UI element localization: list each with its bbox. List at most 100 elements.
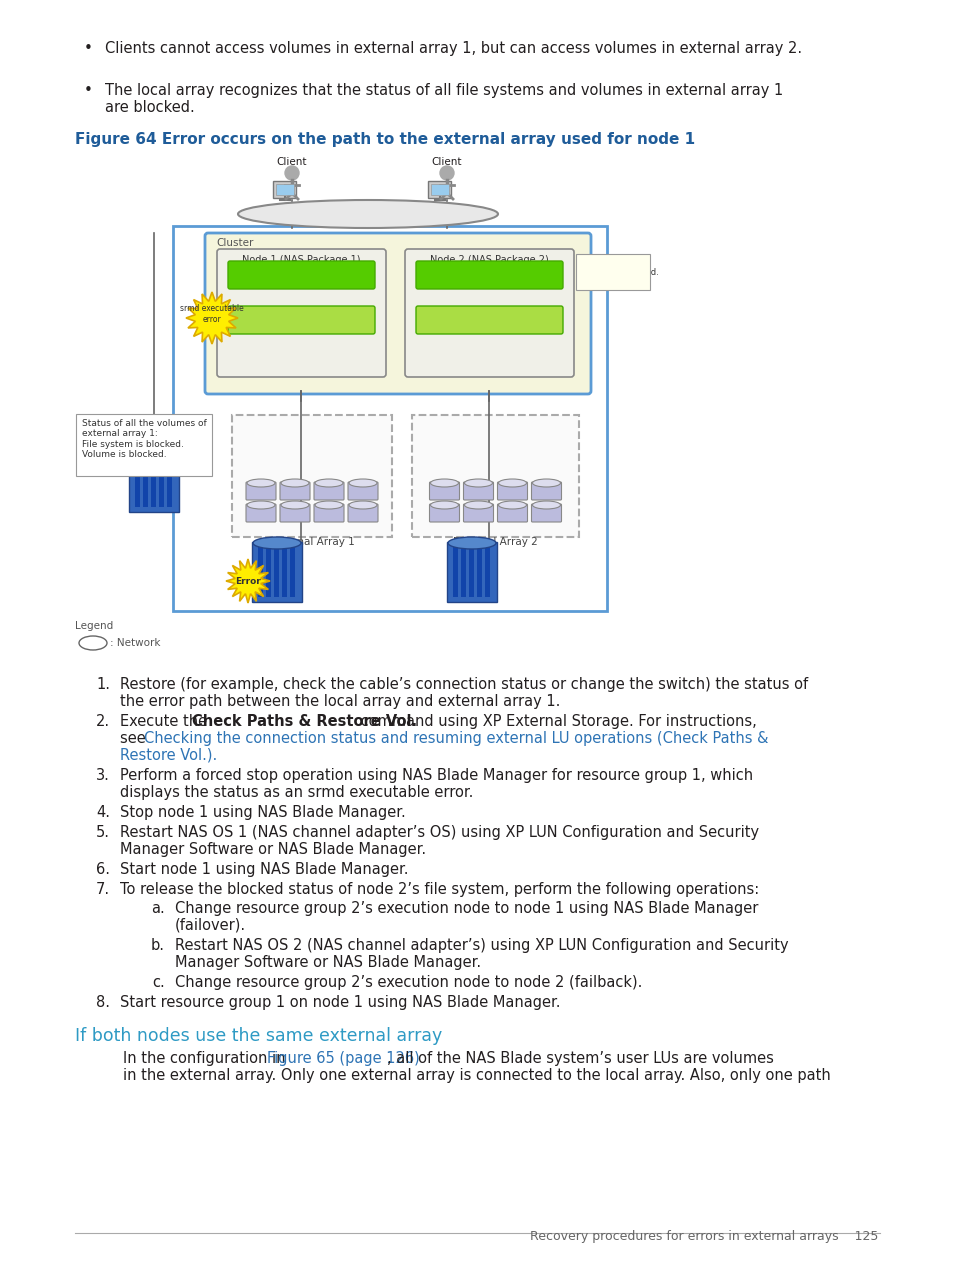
Ellipse shape: [247, 479, 274, 487]
FancyBboxPatch shape: [246, 482, 275, 500]
Text: •: •: [84, 41, 92, 56]
Ellipse shape: [314, 479, 343, 487]
Text: •: •: [84, 83, 92, 98]
FancyBboxPatch shape: [129, 452, 179, 512]
FancyBboxPatch shape: [280, 505, 310, 522]
Text: Status of the file
system is blocked.: Status of the file system is blocked.: [580, 258, 659, 277]
FancyBboxPatch shape: [348, 505, 377, 522]
Text: Client: Client: [432, 158, 462, 167]
FancyBboxPatch shape: [232, 416, 392, 538]
Text: If both nodes use the same external array: If both nodes use the same external arra…: [75, 1027, 442, 1045]
Ellipse shape: [430, 479, 458, 487]
Ellipse shape: [448, 538, 496, 549]
Text: Start node 1 using NAS Blade Manager.: Start node 1 using NAS Blade Manager.: [120, 862, 408, 877]
Polygon shape: [226, 559, 270, 602]
Bar: [476, 547, 481, 597]
Text: Check Paths & Restore Vol.: Check Paths & Restore Vol.: [192, 714, 416, 730]
Text: 2.: 2.: [95, 714, 110, 730]
Text: 8.: 8.: [96, 995, 110, 1010]
FancyBboxPatch shape: [348, 482, 377, 500]
Text: Resource Group 2: Resource Group 2: [442, 315, 536, 325]
Text: srmd executable
error: srmd executable error: [180, 304, 244, 324]
FancyBboxPatch shape: [405, 249, 574, 377]
FancyBboxPatch shape: [416, 306, 562, 334]
Text: Restart NAS OS 1 (NAS channel adapter’s OS) using XP LUN Configuration and Secur: Restart NAS OS 1 (NAS channel adapter’s …: [120, 825, 759, 840]
Ellipse shape: [532, 479, 560, 487]
Ellipse shape: [281, 479, 309, 487]
Ellipse shape: [532, 501, 560, 508]
Ellipse shape: [430, 501, 458, 508]
Bar: [484, 547, 490, 597]
Bar: [151, 458, 156, 507]
Polygon shape: [186, 292, 237, 344]
Text: Node 2 (NAS Package 2): Node 2 (NAS Package 2): [430, 255, 548, 264]
FancyBboxPatch shape: [216, 249, 386, 377]
Text: the error path between the local array and external array 1.: the error path between the local array a…: [120, 694, 559, 709]
Text: Figure 65 (page 126): Figure 65 (page 126): [267, 1051, 419, 1066]
Text: Resource Group 1: Resource Group 1: [254, 315, 348, 325]
FancyBboxPatch shape: [280, 482, 310, 500]
Text: Cluster: Cluster: [215, 238, 253, 248]
Bar: [266, 547, 271, 597]
FancyBboxPatch shape: [576, 254, 649, 290]
Text: (failover).: (failover).: [174, 918, 246, 933]
Text: Client: Client: [276, 158, 307, 167]
Ellipse shape: [79, 636, 107, 649]
Text: Execute the: Execute the: [120, 714, 212, 730]
Ellipse shape: [464, 501, 492, 508]
Text: Perform a forced stop operation using NAS Blade Manager for resource group 1, wh: Perform a forced stop operation using NA…: [120, 768, 752, 783]
Bar: [460, 547, 465, 597]
Text: Restore (for example, check the cable’s connection status or change the switch) : Restore (for example, check the cable’s …: [120, 677, 807, 691]
FancyBboxPatch shape: [228, 261, 375, 289]
Ellipse shape: [349, 501, 376, 508]
FancyBboxPatch shape: [447, 541, 497, 602]
Text: Status of all the volumes of
external array 1:
File system is blocked.
Volume is: Status of all the volumes of external ar…: [82, 419, 207, 459]
Text: External Array 1: External Array 1: [270, 538, 354, 547]
Ellipse shape: [314, 501, 343, 508]
Text: 3.: 3.: [96, 768, 110, 783]
FancyBboxPatch shape: [497, 505, 527, 522]
Ellipse shape: [464, 479, 492, 487]
Text: Change resource group 2’s execution node to node 2 (failback).: Change resource group 2’s execution node…: [174, 975, 641, 990]
Bar: [159, 458, 164, 507]
FancyBboxPatch shape: [429, 482, 459, 500]
Circle shape: [439, 167, 454, 180]
FancyBboxPatch shape: [274, 180, 296, 197]
Bar: [274, 547, 278, 597]
Text: To release the blocked status of node 2’s file system, perform the following ope: To release the blocked status of node 2’…: [120, 882, 759, 897]
Text: in the external array. Only one external array is connected to the local array. : in the external array. Only one external…: [123, 1068, 830, 1083]
Text: Clients cannot access volumes in external array 1, but can access volumes in ext: Clients cannot access volumes in externa…: [105, 41, 801, 56]
Text: 5.: 5.: [96, 825, 110, 840]
Bar: [290, 547, 294, 597]
Text: 1.: 1.: [96, 677, 110, 691]
Bar: [282, 547, 287, 597]
Ellipse shape: [237, 200, 497, 228]
Text: In the configuration in: In the configuration in: [123, 1051, 290, 1066]
Ellipse shape: [498, 479, 526, 487]
Text: Error: Error: [234, 577, 260, 586]
Text: Change resource group 2’s execution node to node 1 using NAS Blade Manager: Change resource group 2’s execution node…: [174, 901, 758, 916]
Ellipse shape: [247, 501, 274, 508]
FancyBboxPatch shape: [314, 482, 344, 500]
Text: 7.: 7.: [95, 882, 110, 897]
Text: NAS OS 2: NAS OS 2: [459, 269, 518, 280]
FancyBboxPatch shape: [228, 306, 375, 334]
Ellipse shape: [130, 447, 178, 459]
Ellipse shape: [498, 501, 526, 508]
Text: b.: b.: [151, 938, 165, 953]
Ellipse shape: [349, 479, 376, 487]
Text: Checking the connection status and resuming external LU operations (Check Paths : Checking the connection status and resum…: [144, 731, 768, 746]
Text: 6.: 6.: [96, 862, 110, 877]
Text: Start resource group 1 on node 1 using NAS Blade Manager.: Start resource group 1 on node 1 using N…: [120, 995, 560, 1010]
Bar: [257, 547, 263, 597]
FancyBboxPatch shape: [412, 416, 578, 538]
Text: c.: c.: [152, 975, 165, 990]
FancyBboxPatch shape: [246, 505, 275, 522]
Text: : Network: : Network: [110, 638, 160, 648]
FancyBboxPatch shape: [314, 505, 344, 522]
Bar: [469, 547, 474, 597]
FancyBboxPatch shape: [531, 482, 561, 500]
Text: a.: a.: [152, 901, 165, 916]
FancyBboxPatch shape: [531, 505, 561, 522]
Ellipse shape: [281, 501, 309, 508]
